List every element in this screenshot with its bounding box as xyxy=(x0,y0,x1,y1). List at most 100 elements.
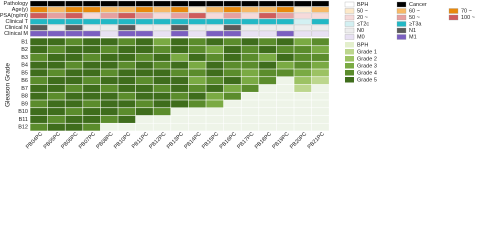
heatmap-cell xyxy=(276,53,294,61)
heatmap-cell xyxy=(30,108,48,116)
heatmap-cell xyxy=(294,108,312,116)
annotation-cell xyxy=(294,30,312,37)
column-label: PB05PC xyxy=(43,131,62,150)
heatmap-cell xyxy=(30,77,48,85)
heatmap-cell xyxy=(30,123,48,131)
heatmap-cell xyxy=(294,92,312,100)
annotation-cell xyxy=(65,12,83,19)
heatmap-cell xyxy=(171,61,189,69)
annotation-label: Age(y) xyxy=(12,7,28,13)
heatmap-cell xyxy=(188,123,206,131)
heatmap-cell xyxy=(171,77,189,85)
row-label: B8 xyxy=(21,94,28,100)
annotation-cell xyxy=(206,24,224,31)
annotation-cell xyxy=(170,12,189,19)
annotation-cell xyxy=(30,30,48,37)
heatmap-cell xyxy=(100,108,118,116)
annotation-label: Clinical T xyxy=(5,19,28,25)
heatmap-cell xyxy=(276,69,294,77)
heatmap-cell xyxy=(100,38,118,46)
legend-label: Grade 3 xyxy=(357,63,377,69)
heatmap-cell xyxy=(30,69,48,77)
heatmap-cell xyxy=(30,46,48,54)
heatmap-cell xyxy=(65,38,83,46)
annotation-cell xyxy=(30,18,48,25)
heatmap-cell xyxy=(153,92,171,100)
heatmap-cell xyxy=(30,115,48,123)
legend-swatch xyxy=(396,1,407,8)
legend-label: 60 ~ xyxy=(409,9,420,15)
annotation-cell xyxy=(65,18,83,25)
annotation-cell xyxy=(47,30,66,37)
annotation-cell xyxy=(47,6,66,13)
annotation-cell xyxy=(311,24,330,31)
legend-label: ≥T3a xyxy=(409,22,422,28)
heatmap-cell xyxy=(153,84,171,92)
annotation-cell xyxy=(118,12,136,19)
heatmap-cell xyxy=(206,38,224,46)
heatmap-cell xyxy=(206,69,224,77)
legend-swatch xyxy=(396,27,407,34)
heatmap-cell xyxy=(241,53,259,61)
heatmap-cell xyxy=(135,53,153,61)
annotation-cell xyxy=(311,30,330,37)
heatmap-cell xyxy=(153,108,171,116)
legend-label: BPH xyxy=(357,42,368,48)
annotation-cell xyxy=(223,0,242,7)
annotation-cell xyxy=(82,18,101,25)
row-label: B12 xyxy=(18,125,28,131)
column-label: PB16PC xyxy=(219,131,238,150)
heatmap-cell xyxy=(294,61,312,69)
annotation-cell xyxy=(100,18,118,25)
heatmap-cell xyxy=(276,115,294,123)
heatmap-cell xyxy=(65,46,83,54)
annotation-cell xyxy=(223,30,242,37)
heatmap-cell xyxy=(118,69,136,77)
legend-swatch xyxy=(345,56,354,62)
row-label: B5 xyxy=(21,70,28,76)
heatmap-cell xyxy=(259,108,277,116)
heatmap-cell xyxy=(153,77,171,85)
heatmap-cell xyxy=(83,123,101,131)
heatmap-cell xyxy=(206,53,224,61)
legend-swatch xyxy=(345,63,354,69)
legend-swatch xyxy=(344,34,355,40)
heatmap-cell xyxy=(241,92,259,100)
heatmap-cell xyxy=(135,69,153,77)
heatmap-cell xyxy=(276,38,294,46)
annotation-cell xyxy=(276,6,294,13)
legend-label: 20 ~ xyxy=(357,15,368,21)
heatmap-cell xyxy=(259,115,277,123)
legend-swatch xyxy=(396,8,407,14)
annotation-cell xyxy=(153,0,171,7)
annotation-cell xyxy=(206,30,224,37)
heatmap-cell xyxy=(118,53,136,61)
annotation-cell xyxy=(170,18,189,25)
heatmap-cell xyxy=(294,77,312,85)
legend-label: 50 ~ xyxy=(357,9,368,15)
heatmap-cell xyxy=(153,100,171,108)
legend-label: 100 ~ xyxy=(461,15,475,21)
annotation-cell xyxy=(135,12,154,19)
heatmap-cell xyxy=(100,100,118,108)
heatmap-cell xyxy=(259,61,277,69)
heatmap-cell xyxy=(311,84,329,92)
annotation-cell xyxy=(170,0,189,7)
heatmap-cell xyxy=(241,77,259,85)
heatmap-cell xyxy=(47,92,65,100)
heatmap-cell xyxy=(135,84,153,92)
legend-swatch xyxy=(344,8,355,14)
heatmap-cell xyxy=(83,115,101,123)
annotation-label: PSA(ng/ml) xyxy=(0,13,28,19)
annotation-cell xyxy=(153,24,171,31)
heatmap-cell xyxy=(311,61,329,69)
heatmap-cell xyxy=(206,100,224,108)
heatmap-cell xyxy=(153,46,171,54)
heatmap-cell xyxy=(223,123,241,131)
annotation-cell xyxy=(188,30,206,37)
heatmap-cell xyxy=(294,115,312,123)
heatmap-cell xyxy=(65,84,83,92)
heatmap-cell xyxy=(206,115,224,123)
heatmap-cell xyxy=(241,84,259,92)
heatmap-cell xyxy=(206,123,224,131)
